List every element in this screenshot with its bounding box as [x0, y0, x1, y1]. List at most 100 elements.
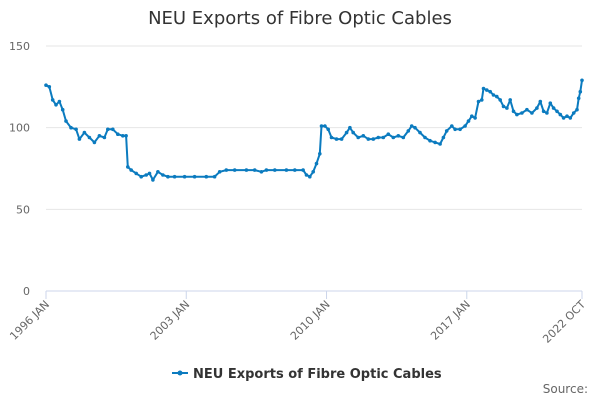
data-point-7[interactable]: [69, 125, 73, 130]
data-point-70[interactable]: [406, 129, 411, 133]
data-point-49[interactable]: [314, 161, 319, 166]
data-point-53[interactable]: [326, 127, 331, 132]
data-point-36[interactable]: [224, 168, 229, 172]
data-point-16[interactable]: [111, 127, 115, 132]
data-point-12[interactable]: [92, 140, 97, 145]
data-point-89[interactable]: [481, 86, 486, 91]
data-point-66[interactable]: [386, 132, 391, 136]
data-point-109[interactable]: [555, 109, 559, 114]
data-point-95[interactable]: [501, 104, 506, 109]
data-point-115[interactable]: [575, 107, 579, 112]
data-point-79[interactable]: [444, 129, 449, 133]
data-point-117[interactable]: [578, 89, 583, 94]
data-point-13[interactable]: [97, 134, 102, 138]
data-point-71[interactable]: [409, 124, 414, 128]
data-point-19[interactable]: [124, 134, 128, 138]
data-point-3[interactable]: [54, 103, 58, 107]
data-point-69[interactable]: [401, 135, 406, 140]
data-point-5[interactable]: [60, 107, 65, 112]
data-point-87[interactable]: [476, 99, 481, 104]
data-point-37[interactable]: [232, 168, 237, 172]
data-point-34[interactable]: [212, 174, 217, 179]
data-point-106[interactable]: [545, 111, 549, 115]
data-point-81[interactable]: [453, 127, 457, 132]
data-point-32[interactable]: [192, 174, 197, 179]
data-point-101[interactable]: [525, 107, 529, 112]
data-point-1[interactable]: [47, 85, 52, 89]
data-point-42[interactable]: [273, 168, 277, 172]
data-point-102[interactable]: [530, 111, 534, 115]
data-point-56[interactable]: [339, 137, 344, 141]
data-point-55[interactable]: [334, 137, 339, 141]
data-point-39[interactable]: [252, 168, 257, 172]
data-point-29[interactable]: [166, 174, 170, 179]
data-point-60[interactable]: [356, 135, 361, 140]
data-point-91[interactable]: [488, 89, 493, 94]
data-point-98[interactable]: [511, 109, 516, 114]
data-point-108[interactable]: [551, 106, 556, 110]
data-point-45[interactable]: [301, 168, 305, 172]
data-point-51[interactable]: [319, 124, 324, 128]
data-point-40[interactable]: [259, 170, 264, 174]
data-point-105[interactable]: [541, 109, 546, 114]
data-point-44[interactable]: [293, 168, 297, 172]
data-point-18[interactable]: [121, 134, 125, 138]
data-point-99[interactable]: [515, 112, 519, 117]
data-point-78[interactable]: [441, 135, 446, 140]
data-point-103[interactable]: [535, 106, 539, 110]
data-point-72[interactable]: [413, 125, 417, 130]
data-point-26[interactable]: [151, 178, 155, 182]
data-point-93[interactable]: [495, 94, 499, 99]
data-point-61[interactable]: [361, 134, 366, 138]
data-point-75[interactable]: [428, 138, 432, 143]
data-point-31[interactable]: [182, 174, 187, 179]
data-point-8[interactable]: [74, 127, 78, 132]
data-point-4[interactable]: [57, 99, 62, 104]
data-point-73[interactable]: [418, 130, 422, 135]
data-point-35[interactable]: [217, 170, 222, 174]
data-point-104[interactable]: [538, 99, 543, 104]
data-point-24[interactable]: [144, 173, 148, 177]
data-point-107[interactable]: [548, 101, 553, 105]
data-point-41[interactable]: [264, 168, 269, 172]
data-point-100[interactable]: [520, 111, 524, 115]
data-point-65[interactable]: [381, 135, 386, 140]
data-point-85[interactable]: [470, 114, 474, 118]
data-point-58[interactable]: [348, 125, 352, 130]
data-point-22[interactable]: [134, 171, 138, 176]
data-point-64[interactable]: [376, 135, 381, 140]
data-point-113[interactable]: [568, 116, 573, 120]
data-point-28[interactable]: [161, 173, 165, 177]
data-point-52[interactable]: [323, 124, 327, 128]
data-point-47[interactable]: [308, 174, 312, 179]
data-point-68[interactable]: [396, 134, 401, 138]
data-point-23[interactable]: [139, 174, 143, 179]
data-point-90[interactable]: [485, 88, 489, 92]
data-point-63[interactable]: [371, 137, 376, 141]
data-point-83[interactable]: [463, 124, 467, 128]
data-point-15[interactable]: [106, 127, 110, 132]
data-point-94[interactable]: [498, 98, 503, 102]
data-point-59[interactable]: [351, 130, 356, 135]
data-point-27[interactable]: [156, 170, 160, 174]
data-point-74[interactable]: [423, 135, 427, 140]
data-point-0[interactable]: [44, 83, 48, 87]
data-point-116[interactable]: [576, 96, 581, 101]
data-point-33[interactable]: [204, 174, 209, 179]
data-point-84[interactable]: [466, 119, 471, 123]
data-point-67[interactable]: [391, 135, 396, 140]
data-point-77[interactable]: [438, 142, 442, 146]
data-point-80[interactable]: [450, 124, 454, 128]
data-point-43[interactable]: [284, 168, 289, 172]
data-point-118[interactable]: [580, 78, 584, 83]
data-point-20[interactable]: [126, 165, 130, 169]
data-point-6[interactable]: [64, 119, 68, 123]
data-point-48[interactable]: [311, 170, 316, 174]
data-point-110[interactable]: [558, 112, 563, 117]
data-point-97[interactable]: [508, 98, 512, 102]
data-point-62[interactable]: [366, 137, 371, 141]
legend[interactable]: NEU Exports of Fibre Optic Cables: [172, 367, 442, 382]
data-point-46[interactable]: [304, 173, 309, 177]
data-point-14[interactable]: [102, 135, 107, 140]
data-point-9[interactable]: [77, 137, 82, 141]
